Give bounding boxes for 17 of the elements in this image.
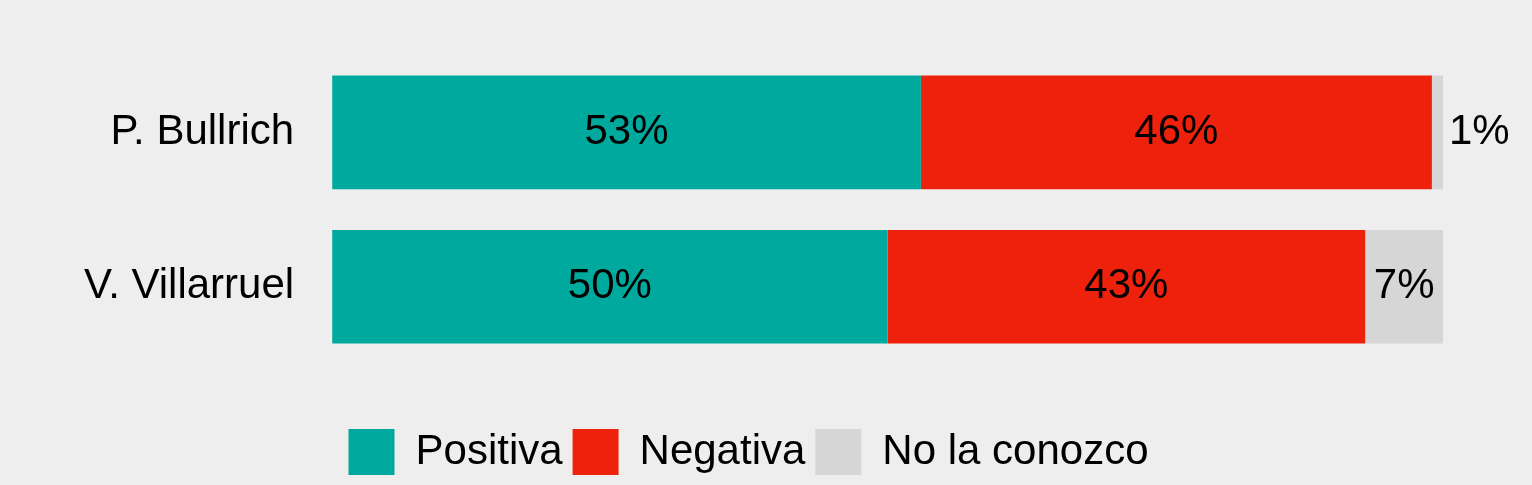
legend-label: Negativa	[639, 425, 806, 473]
bar	[920, 75, 1432, 190]
data-label: 46%	[1134, 105, 1219, 153]
data-label: 1%	[1449, 105, 1510, 153]
data-label: 50%	[567, 260, 652, 308]
bar	[1431, 75, 1443, 190]
legend-label: No la conozco	[882, 425, 1149, 473]
bar	[332, 229, 888, 344]
y-tick-label: V. Villarruel	[84, 260, 295, 308]
bar	[887, 229, 1366, 344]
y-tick-label: P. Bullrich	[110, 105, 295, 153]
data-label: 43%	[1084, 260, 1169, 308]
data-label: 53%	[584, 105, 669, 153]
bar	[1365, 229, 1443, 344]
legend-label: Positiva	[415, 425, 564, 473]
data-label: 7%	[1373, 260, 1435, 308]
bar	[332, 75, 921, 190]
